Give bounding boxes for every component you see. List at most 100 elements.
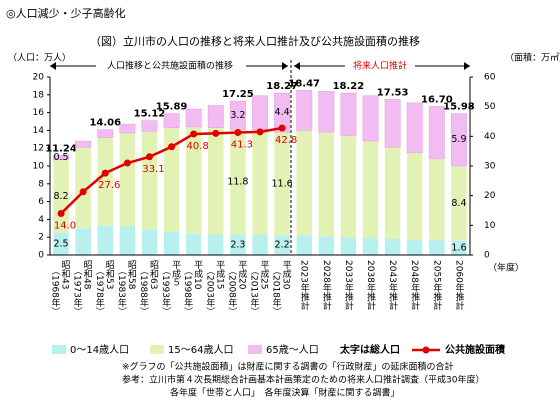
y2-tick-label: 40 [484,132,496,142]
bar-segment [451,166,467,241]
bar-segment [229,100,246,130]
x-tick-year: （2018年） [271,266,282,316]
x-tick-label: 昭和58 [126,260,137,290]
segment-label: 4.4 [275,107,290,118]
line-label: 42.8 [275,135,297,146]
bar-segment [428,106,445,160]
bar-segment [141,120,158,132]
y2-tick-label: 50 [484,102,496,112]
label-bg [96,60,246,72]
line-label: 14.0 [54,220,76,231]
bar-segment [119,226,136,255]
bar-segment [274,92,291,133]
line-label: 33.1 [142,164,164,175]
x-tick-label: 2060年推計 [453,260,464,311]
bar-segment [141,229,158,255]
line-point [123,159,131,167]
period-label: 人口推移と公共施設面積の推移 [107,60,233,72]
line-point [190,130,198,138]
bar-segment [230,129,246,235]
bar-segment [53,232,69,255]
header: ◎人口減少・少子高齢化 [6,6,126,20]
total-label: 11.24 [45,143,77,154]
x-tick-label: 2043年推計 [387,260,398,311]
x-tick-year: （1978年） [94,266,105,316]
line-label: 40.8 [187,141,209,152]
bar-segment [97,129,114,138]
x-tick-year: （2008年） [226,266,237,316]
line-point [212,129,220,137]
bar-segment [208,234,224,255]
total-label: 15.12 [134,109,166,120]
legend-swatch [248,345,262,354]
line-point [101,169,109,177]
x-tick-year: （1983年） [116,266,127,316]
x-tick-year: （1973年） [72,266,83,316]
bar-segment [75,228,91,255]
line-point [79,188,87,196]
bar-segment [274,132,290,236]
segment-label: 1.6 [451,242,466,253]
bar-segment [208,127,224,235]
segment-label: 3.2 [230,110,245,121]
y2-tick-label: 10 [484,221,496,231]
bar-segment [340,237,357,255]
segment-label: 0.5 [53,152,68,163]
bar-segment [207,105,224,129]
x-tick-label: 2033年推計 [343,260,354,311]
legend-label: 65歳～人口 [266,344,319,356]
legend-label: 0～14歳人口 [70,344,129,356]
bar-segment [163,231,180,255]
x-tick-label: 2023年推計 [299,260,310,311]
x-tick-year: （1993年） [160,266,171,316]
total-label: 14.06 [89,118,121,129]
y-tick-label: 0 [38,251,44,261]
line-point [145,153,153,161]
bar-segment [384,98,401,148]
bar-segment [185,126,202,234]
bar-segment [252,234,268,255]
y-tick-label: 10 [33,162,45,172]
bar-segment [429,239,445,255]
y-tick-label: 2 [38,233,44,243]
bar-segment [318,132,335,237]
legend-note: 太字は総人口 [339,343,400,356]
note: 参考：立川市第４次長期総合計画基本計画策定のための将来人口推計調査（平成30年度… [122,374,484,386]
bar-segment [384,238,401,255]
y2-axis-label: （面積：万㎡） [505,52,560,64]
bar-segment [163,127,180,232]
x-tick-year: （2013年） [249,266,260,316]
x-tick-year: （1968年） [50,266,61,316]
bar-segment [318,90,335,133]
x-tick-year: （2003年） [204,266,215,316]
total-label: 16.70 [421,94,453,105]
bar-segment [251,95,269,130]
bar-segment [451,240,467,255]
x-tick-label: 平成10 [192,260,203,290]
x-tick-label: 平成25 [259,260,270,290]
x-tick-label: 平成20 [236,260,247,290]
bar-segment [119,123,136,134]
y-tick-label: 16 [33,108,45,118]
bar-segment [384,147,401,239]
segment-label: 11.6 [272,178,293,189]
y-tick-label: 4 [38,215,44,225]
bar-segment [406,102,423,153]
bar-segment [274,235,290,255]
bar-segment [230,234,246,255]
y-tick-label: 8 [38,179,44,189]
line-point [256,128,264,136]
x-tick-year: （1988年） [138,266,149,316]
segment-label: 2.5 [53,238,68,249]
y-tick-label: 6 [38,197,44,207]
bar-segment [296,130,312,236]
y-tick-label: 18 [33,90,45,100]
x-tick-label: 2055年推計 [431,260,442,311]
legend-label: 15～64歳人口 [168,344,233,356]
bar-segment [340,92,357,137]
bar-segment [362,95,379,142]
segment-label: 5.9 [451,134,466,145]
bar-segment [53,155,70,161]
total-label: 17.53 [377,87,409,98]
y2-tick-label: 20 [484,191,496,201]
